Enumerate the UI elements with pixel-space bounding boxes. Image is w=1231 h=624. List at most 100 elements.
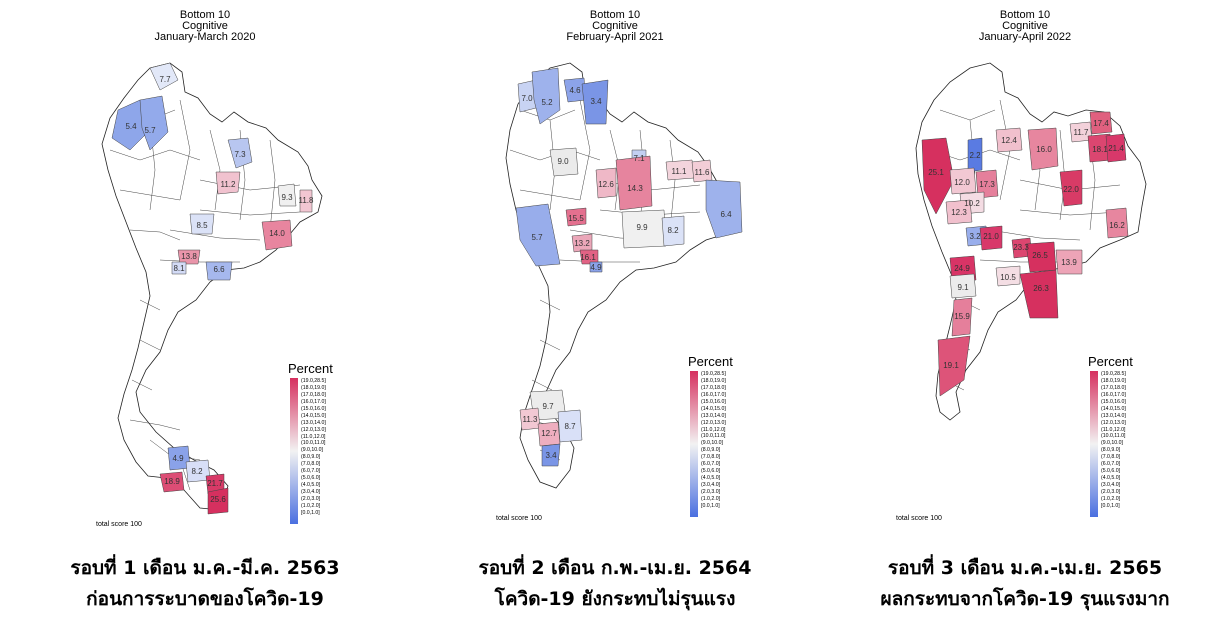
legend-bin-label: (4.0,5.0] xyxy=(701,475,721,482)
region-value: 21.4 xyxy=(1108,144,1124,153)
legend-bin-label: (16.0,17.0] xyxy=(1101,391,1126,398)
legend-bin-label: (3.0,4.0] xyxy=(301,489,321,495)
legend-bin-label: (1.0,2.0] xyxy=(301,502,321,509)
legend-bin-label: (5.0,6.0] xyxy=(1101,468,1121,475)
legend-bin-label: (12.0,13.0] xyxy=(1101,419,1126,426)
legend-bin-label: (8.0,9.0] xyxy=(701,447,721,454)
legend-bin-label: (10.0,11.0] xyxy=(301,440,326,447)
legend-color-bar xyxy=(690,371,698,517)
legend-bin-label: (18.0,19.0] xyxy=(701,377,726,384)
legend-bin-label: (5.0,6.0] xyxy=(701,468,721,475)
legend-bin-label: (2.0,3.0] xyxy=(701,488,721,495)
legend-bin-label: (19.0,28.5] xyxy=(701,371,726,377)
region-value: 9.1 xyxy=(957,283,969,292)
region-value: 12.3 xyxy=(951,208,967,217)
region-value: 13.8 xyxy=(181,252,197,261)
map-panel-2020: 7.7 5.4 5.7 7.3 11.2 9.3 11.8 8.5 14.0 1… xyxy=(0,0,410,624)
region-value: 17.4 xyxy=(1093,119,1109,128)
legend-bin-label: (10.0,11.0] xyxy=(701,433,726,440)
region-value: 15.5 xyxy=(568,214,584,223)
legend-bin-label: (11.0,12.0] xyxy=(301,433,326,440)
legend-bin-label: (10.0,11.0] xyxy=(1101,433,1126,440)
legend-bin-label: (11.0,12.0] xyxy=(701,426,726,433)
map-panel-2021: 7.0 5.2 4.6 3.4 9.0 7.1 12.6 14.3 11.1 1… xyxy=(410,0,820,624)
legend-bin-label: (7.0,8.0] xyxy=(1101,454,1121,461)
region-value: 25.1 xyxy=(928,168,944,177)
legend-bin-label: (12.0,13.0] xyxy=(301,426,326,433)
region-value-labels: 17.4 11.7 18.1 21.4 12.4 16.0 2.2 25.1 1… xyxy=(928,119,1125,370)
legend-bin-label: (2.0,3.0] xyxy=(1101,488,1121,495)
region-value: 9.0 xyxy=(557,157,569,166)
legend-bin-label: [0.0,1.0] xyxy=(701,502,720,509)
legend-bin-label: (4.0,5.0] xyxy=(301,482,321,489)
region-value: 9.9 xyxy=(636,223,648,232)
legend-bin-label: (17.0,18.0] xyxy=(1101,384,1126,391)
region-value: 3.2 xyxy=(969,232,981,241)
region-value: 8.1 xyxy=(173,264,185,273)
region-value: 12.4 xyxy=(1001,136,1017,145)
region-value: 5.7 xyxy=(531,233,543,242)
legend-bin-label: (5.0,6.0] xyxy=(301,475,321,482)
legend-bin-label: (12.0,13.0] xyxy=(701,419,726,426)
region-value: 12.0 xyxy=(954,178,970,187)
legend-color-bar xyxy=(290,378,298,524)
legend: Percent (19.0,28.5] (18.0,19.0] (17.0,18.0… xyxy=(288,361,333,524)
region-value: 7.1 xyxy=(633,154,645,163)
region-value: 8.5 xyxy=(196,221,208,230)
region-value: 5.2 xyxy=(541,98,553,107)
region-value: 8.2 xyxy=(667,226,679,235)
region-value: 11.3 xyxy=(523,415,539,424)
legend-labels: (19.0,28.5] (18.0,19.0] (17.0,18.0] (16.0,1… xyxy=(701,371,726,517)
thailand-map-2022: 17.4 11.7 18.1 21.4 12.4 16.0 2.2 25.1 1… xyxy=(915,62,1147,421)
map-title: Bottom 10 Cognitive January-March 2020 xyxy=(154,9,256,43)
legend-title: Percent xyxy=(288,361,333,376)
region-value: 18.9 xyxy=(164,477,180,486)
region-value: 16.1 xyxy=(580,253,596,262)
region-value: 11.1 xyxy=(672,167,688,176)
legend-bin-label: (8.0,9.0] xyxy=(301,454,321,461)
region-value: 12.6 xyxy=(598,180,614,189)
legend-bin-label: (14.0,15.0] xyxy=(1101,405,1126,412)
region-value: 7.0 xyxy=(521,94,533,103)
legend-bin-label: (6.0,7.0] xyxy=(301,468,321,475)
legend-bin-label: (19.0,28.5] xyxy=(1101,371,1126,377)
region-value: 26.5 xyxy=(1032,251,1048,260)
region-value: 21.7 xyxy=(207,479,223,488)
region-value: 9.7 xyxy=(542,402,554,411)
legend-bin-label: (14.0,15.0] xyxy=(701,405,726,412)
highlight-regions xyxy=(111,62,313,515)
legend-bin-label: (19.0,28.5] xyxy=(301,378,326,384)
region-value: 11.2 xyxy=(221,180,237,189)
legend-bin-label: (16.0,17.0] xyxy=(301,398,326,405)
legend-labels: (19.0,28.5] (18.0,19.0] (17.0,18.0] (16.0,1… xyxy=(301,378,326,524)
map-panel-2022: 17.4 11.7 18.1 21.4 12.4 16.0 2.2 25.1 1… xyxy=(820,0,1230,624)
legend-bin-label: (1.0,2.0] xyxy=(1101,495,1121,502)
region-value: 8.7 xyxy=(564,422,576,431)
legend-bin-label: (3.0,4.0] xyxy=(701,482,721,488)
legend: Percent (19.0,28.5] (18.0,19.0] (17.0,18.0… xyxy=(1088,355,1133,517)
region-value: 21.0 xyxy=(983,232,999,241)
legend-bin-label: (13.0,14.0] xyxy=(301,419,326,426)
highlight-regions xyxy=(921,111,1129,397)
region-value-labels: 7.7 5.4 5.7 7.3 11.2 9.3 11.8 8.5 14.0 1… xyxy=(125,75,314,504)
region-value: 4.6 xyxy=(569,86,581,95)
legend-title: Percent xyxy=(688,354,733,369)
thailand-map-2021: 7.0 5.2 4.6 3.4 9.0 7.1 12.6 14.3 11.1 1… xyxy=(505,62,743,489)
legend-bin-label: (18.0,19.0] xyxy=(301,384,326,391)
region-value: 16.2 xyxy=(1109,221,1125,230)
legend-bin-label: (7.0,8.0] xyxy=(301,461,321,468)
region-value: 11.6 xyxy=(695,168,711,177)
caption: รอบที่ 2 เดือน ก.พ.-เม.ย. 2564 โควิด-19 … xyxy=(478,557,752,610)
legend: Percent (19.0,28.5] (18.0,19.0] (17.0,18.0… xyxy=(688,354,733,517)
region-value: 4.9 xyxy=(172,454,184,463)
region-value: 17.3 xyxy=(979,180,995,189)
legend-bin-label: (13.0,14.0] xyxy=(701,412,726,419)
thailand-map-2020: 7.7 5.4 5.7 7.3 11.2 9.3 11.8 8.5 14.0 1… xyxy=(101,62,323,515)
region-value: 8.2 xyxy=(191,467,203,476)
legend-bin-label: (13.0,14.0] xyxy=(1101,412,1126,419)
legend-bin-label: (11.0,12.0] xyxy=(1101,426,1126,433)
legend-bin-label: (15.0,16.0] xyxy=(301,405,326,412)
caption: รอบที่ 3 เดือน ม.ค.-เม.ย. 2565 ผลกระทบจา… xyxy=(880,557,1170,610)
highlight-regions xyxy=(515,67,743,467)
region-value: 10.2 xyxy=(964,199,980,208)
